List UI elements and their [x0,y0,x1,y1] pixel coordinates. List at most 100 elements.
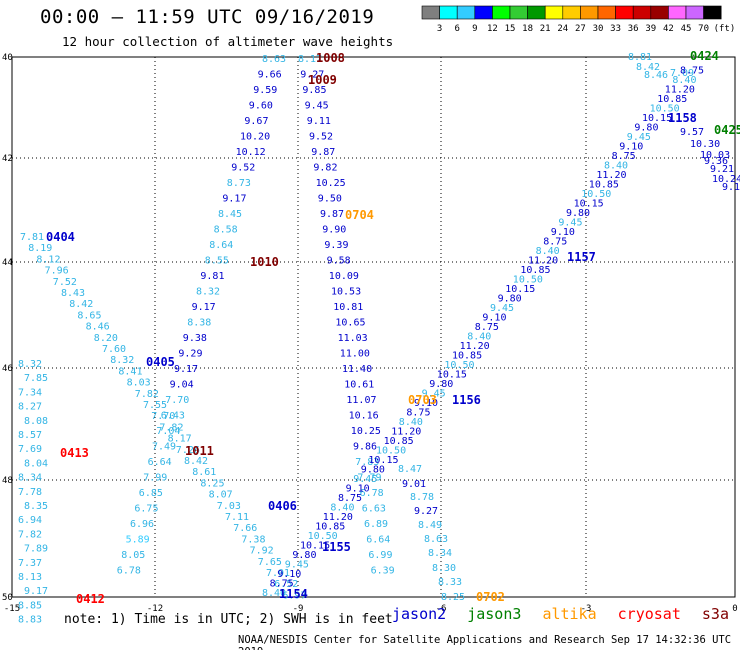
swh-value: 9.80 [361,465,385,476]
swh-value: 8.75 [680,66,704,77]
swh-value: 8.08 [24,416,48,427]
swh-value: 9.36 [704,156,728,167]
swh-value: 7.37 [18,558,42,569]
colorbar-swatch [703,5,722,20]
swh-value: 6.89 [364,519,388,530]
x-tick-label: -12 [147,604,163,614]
swh-value: 9.81 [200,271,224,282]
swh-value: 7.81 [20,232,44,243]
swh-value: 10.15 [300,541,330,552]
swh-value: 9.57 [680,127,704,138]
swh-value: 8.43 [61,288,85,299]
swh-value: 6.39 [371,566,395,577]
colorbar-swatch [685,5,704,20]
colorbar-tick-label: 30 [593,24,604,34]
swh-value: 10.15 [574,199,604,210]
swh-value: 8.41 [118,366,142,377]
colorbar-swatch [474,5,493,20]
x-tick-label: -9 [293,604,304,614]
swh-value: 11.20 [391,427,421,438]
x-tick-label: -15 [4,604,20,614]
swh-value: 10.25 [316,178,346,189]
swh-value: 9.86 [353,442,377,453]
swh-value: 7.82 [159,422,183,433]
swh-value: 8.78 [410,492,434,503]
swh-value: 5.89 [126,535,150,546]
swh-value: 6.99 [368,550,392,561]
swh-value: 7.11 [225,512,249,523]
swh-value: 9.45 [627,132,651,143]
page-subtitle: 12 hour collection of altimeter wave hei… [62,34,394,49]
swh-value: 9.80 [292,550,316,561]
pass-time-label: 0704 [345,208,374,222]
swh-value: 7.26 [176,445,200,456]
legend-s3a: s3a [701,605,729,623]
swh-value: 8.45 [218,209,242,220]
swh-value: 7.70 [165,395,189,406]
swh-value: 9.27 [414,506,438,517]
x-tick-label: -6 [436,604,447,614]
swh-value: 9.85 [302,85,326,96]
swh-value: 11.03 [338,333,368,344]
swh-value: 9.80 [498,294,522,305]
swh-value: 10.85 [384,436,414,447]
swh-value: 8.30 [432,563,456,574]
swh-value: 6.43 [161,411,185,422]
swh-value: 11.20 [596,170,626,181]
swh-value: 9.67 [244,116,268,127]
swh-value: 9.82 [313,163,337,174]
swh-value: 8.75 [612,151,636,162]
colorbar-swatch [439,5,458,20]
colorbar-legend: 3 6 9 12 15 18 21 24 27 30 33 36 39 42 45 70 (ft) [421,5,735,34]
swh-value: 8.61 [192,467,216,478]
footer-note: note: 1) Time is in UTC; 2) SWH is in fe… [64,612,393,627]
pass-time-label: 1011 [185,444,214,458]
swh-value: 6.63 [362,504,386,515]
swh-value: 10.50 [376,446,406,457]
pass-time-label: 0406 [268,499,297,513]
swh-value: 7.34 [18,387,42,398]
swh-value: 6.85 [139,488,163,499]
swh-value: 8.75 [338,493,362,504]
swh-value: 8.65 [77,310,101,321]
swh-value: 9.52 [231,163,255,174]
swh-value: 10.50 [444,360,474,371]
swh-value: 9.58 [327,256,351,267]
swh-value: 7.49 [152,442,176,453]
swh-value: 8.58 [214,225,238,236]
colorbar-tick-label: 3 [437,24,442,34]
swh-value: 10.85 [520,265,550,276]
legend-jason3: jason3 [467,605,522,623]
swh-value: 10.53 [331,287,361,298]
swh-value: 7.85 [24,373,48,384]
colorbar-tick-label: 27 [575,24,586,34]
swh-value: 9.10 [551,227,575,238]
swh-value: 9.60 [249,101,273,112]
colorbar-swatch [562,5,581,20]
swh-value: 10.50 [308,531,338,542]
colorbar-tick-label: 6 [454,24,459,34]
swh-value: 8.17 [168,434,192,445]
swh-value: 8.46 [86,322,110,333]
swh-value: 10.85 [315,522,345,533]
swh-value: 7.89 [24,544,48,555]
pass-time-label: 1010 [250,255,279,269]
colorbar-swatch [580,5,599,20]
swh-value: 10.16 [349,411,379,422]
swh-value: 8.40 [399,417,423,428]
pass-time-label: 0404 [46,230,75,244]
swh-value: 8.40 [536,246,560,257]
pass-time-label: 0702 [476,590,505,604]
swh-value: 7.83 [355,457,379,468]
pass-time-label: 0413 [60,446,89,460]
colorbar-tick-label: 12 [487,24,498,34]
swh-value: 8.27 [18,402,42,413]
swh-value: 9.10 [277,569,301,580]
swh-value: 9.17 [222,194,246,205]
swh-value: 7.96 [45,266,69,277]
swh-value: 10.50 [650,104,680,115]
swh-value: 7.69 [18,444,42,455]
swh-value: 10.12 [236,147,266,158]
swh-value: 9.11 [307,116,331,127]
